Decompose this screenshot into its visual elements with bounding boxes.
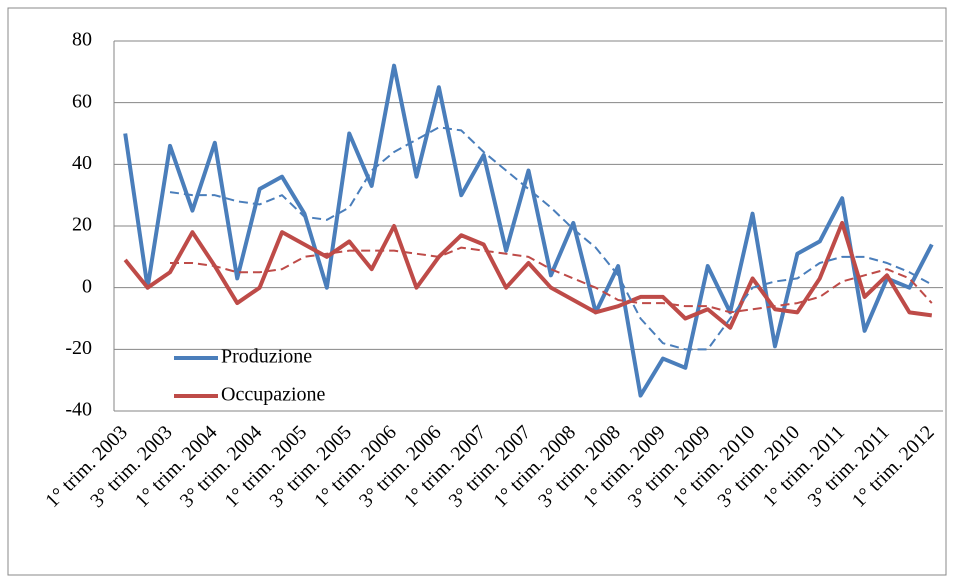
legend-label: Occupazione — [221, 384, 326, 406]
trend-line — [170, 246, 933, 314]
y-tick-label: 60 — [72, 90, 92, 112]
y-tick-label: 80 — [72, 29, 92, 51]
legend-label: Produzione — [221, 346, 312, 368]
y-tick-label: 0 — [82, 275, 92, 297]
series-line — [123, 220, 933, 330]
series-line — [123, 63, 934, 398]
y-tick-label: 40 — [72, 152, 92, 174]
trend-line — [169, 126, 933, 351]
y-tick-label: 20 — [72, 214, 92, 236]
y-tick-label: -40 — [65, 399, 92, 421]
y-tick-label: -20 — [65, 337, 92, 359]
